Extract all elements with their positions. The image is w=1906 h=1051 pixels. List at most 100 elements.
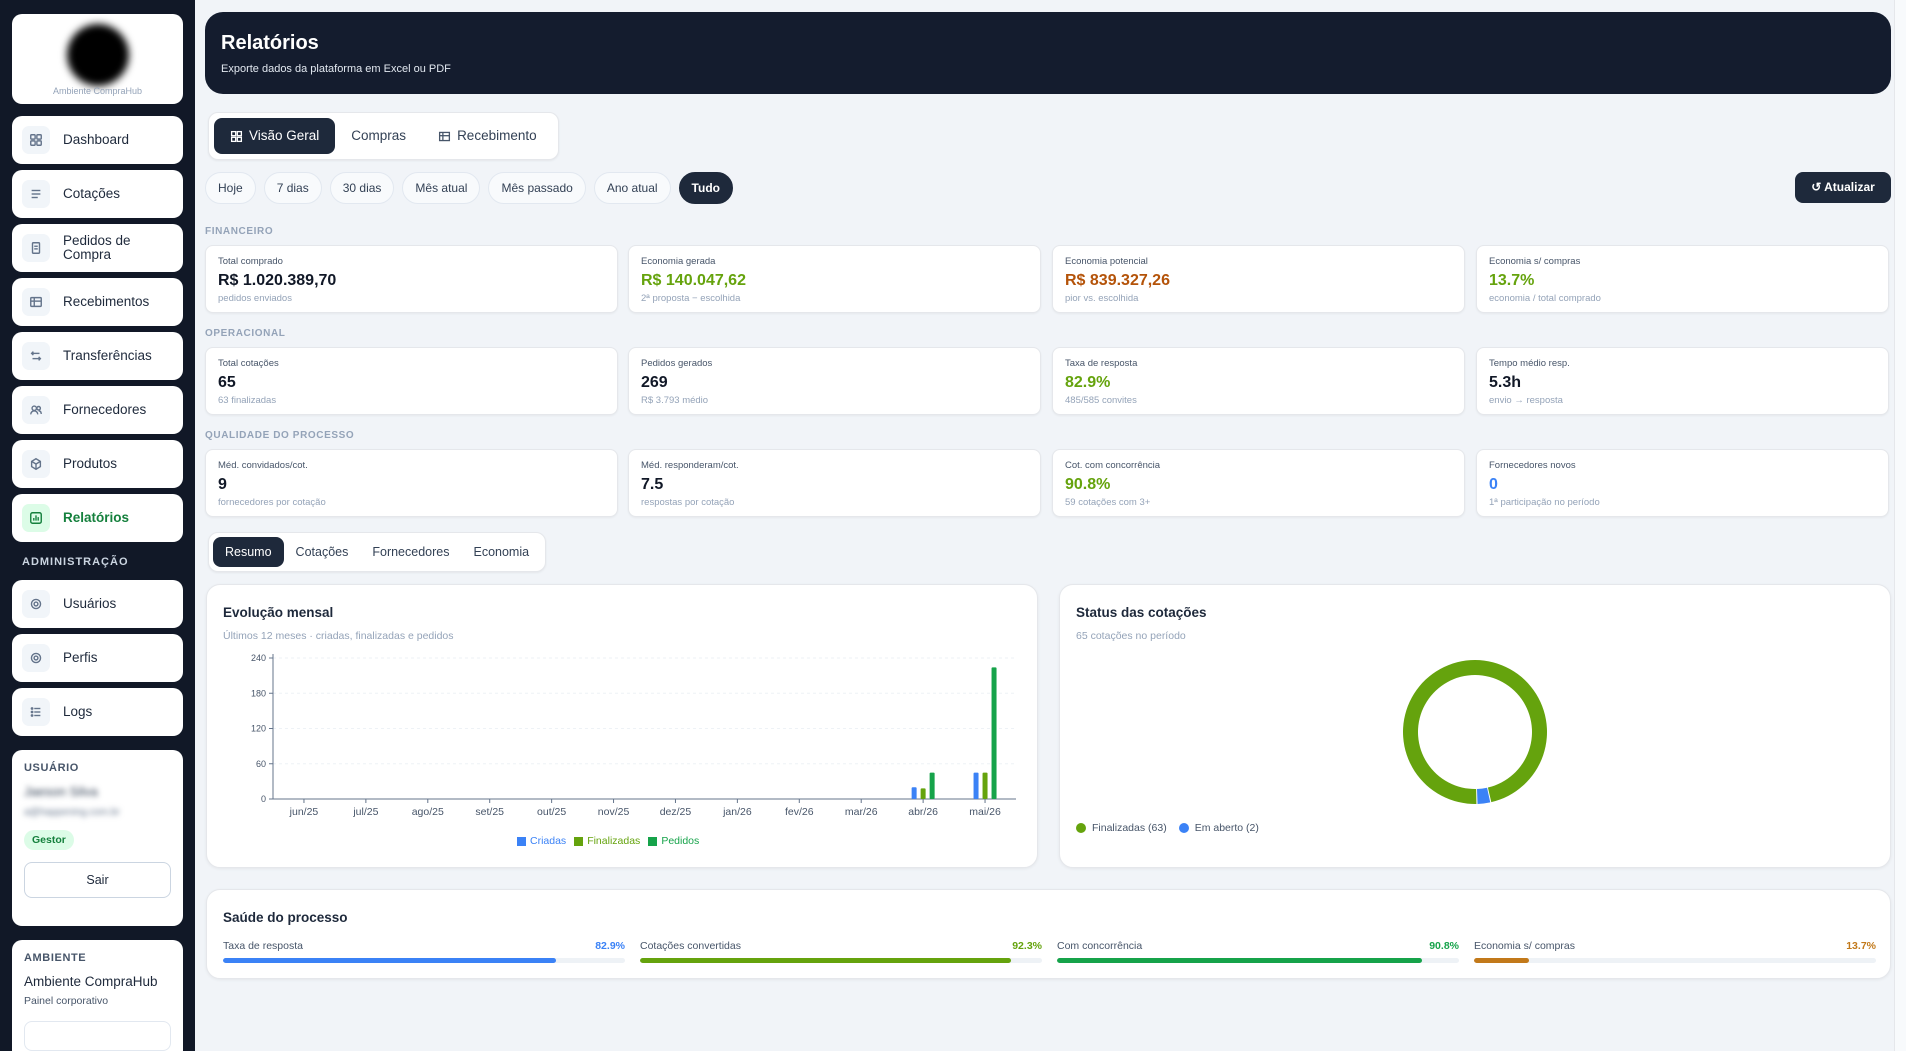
legend-item[interactable]: Criadas bbox=[517, 835, 566, 847]
health-metric: Taxa de resposta 82.9% bbox=[223, 940, 625, 963]
tab-visao-geral[interactable]: Visão Geral bbox=[214, 118, 336, 154]
tab-cotacoes[interactable]: Cotações bbox=[295, 545, 349, 559]
sidebar-item-label: Transferências bbox=[63, 347, 152, 363]
panel-subtitle: 65 cotações no período bbox=[1076, 630, 1186, 642]
kpi-subtext: 63 finalizadas bbox=[218, 395, 277, 406]
legend-item[interactable]: Finalizadas bbox=[574, 835, 640, 847]
sidebar-item-fornecedores[interactable]: Fornecedores bbox=[12, 386, 183, 434]
sidebar-item-label: Relatórios bbox=[63, 509, 130, 525]
health-progress-fill bbox=[1057, 958, 1423, 963]
dashboard-icon bbox=[22, 126, 50, 154]
panel-title: Saúde do processo bbox=[223, 910, 348, 925]
health-label: Cotações convertidas bbox=[640, 940, 741, 952]
sidebar-item-pedidos[interactable]: Pedidos de Compra bbox=[12, 224, 183, 272]
kpi-card: Economia gerada R$ 140.047,62 2ª proposta … bbox=[628, 245, 1041, 313]
tab-fornecedores[interactable]: Fornecedores bbox=[372, 545, 450, 559]
environment-selector[interactable] bbox=[24, 1021, 171, 1051]
sidebar-item-transferencias[interactable]: Transferências bbox=[12, 332, 183, 380]
logout-button[interactable]: Sair bbox=[24, 862, 171, 898]
legend-item[interactable]: Finalizadas (63) bbox=[1076, 822, 1167, 834]
kpi-card: Méd. responderam/cot. 7.5 respostas por co… bbox=[628, 449, 1041, 517]
filter-hoje[interactable]: Hoje bbox=[205, 172, 256, 204]
sidebar-item-perfis[interactable]: Perfis bbox=[12, 634, 183, 682]
kpi-value: 90.8% bbox=[1065, 476, 1111, 493]
tab-economia[interactable]: Economia bbox=[473, 545, 530, 559]
gear-icon bbox=[22, 644, 50, 672]
donut-slice bbox=[1403, 660, 1547, 804]
sidebar-item-relatorios[interactable]: Relatórios bbox=[12, 494, 183, 542]
tab-resumo[interactable]: Resumo bbox=[213, 537, 284, 567]
health-metric: Cotações convertidas 92.3% bbox=[640, 940, 1042, 963]
filter-mes-atual[interactable]: Mês atual bbox=[402, 172, 481, 204]
sidebar-item-label: Usuários bbox=[63, 595, 117, 611]
page-scrollbar[interactable] bbox=[1894, 0, 1906, 1051]
tab-label: Compras bbox=[351, 128, 407, 143]
filter-ano-atual[interactable]: Ano atual bbox=[593, 172, 671, 204]
sidebar: Ambiente CompraHub Dashboard Cotações Pe… bbox=[0, 0, 195, 1051]
kpi-subtext: 2ª proposta − escolhida bbox=[641, 293, 741, 304]
logo-caption: Ambiente CompraHub bbox=[52, 86, 143, 96]
sidebar-item-recebimentos[interactable]: Recebimentos bbox=[12, 278, 183, 326]
transfer-icon bbox=[22, 342, 50, 370]
sidebar-item-logs[interactable]: Logs bbox=[12, 688, 183, 736]
x-tick-label: abr/26 bbox=[908, 806, 938, 818]
filter-30-dias[interactable]: 30 dias bbox=[329, 172, 395, 204]
kpi-label: Pedidos gerados bbox=[641, 358, 713, 369]
main-tabs: Visão Geral Compras Recebimento bbox=[208, 112, 559, 160]
donut-chart-legend: Finalizadas (63) Em aberto (2) bbox=[1076, 822, 1271, 834]
environment-subtitle: Painel corporativo bbox=[24, 995, 109, 1007]
sidebar-item-label: Perfis bbox=[63, 649, 98, 665]
kpi-value: 7.5 bbox=[641, 476, 664, 493]
kpi-subtext: R$ 3.793 médio bbox=[641, 395, 709, 406]
kpi-subtext: envio → resposta bbox=[1489, 395, 1563, 406]
environment-card: AMBIENTE Ambiente CompraHub Painel corpo… bbox=[12, 940, 183, 1051]
health-progress-track bbox=[1057, 958, 1459, 963]
health-percentage: 90.8% bbox=[1429, 940, 1459, 952]
kpi-label: Economia s/ compras bbox=[1489, 256, 1581, 267]
user-email: a@happening.com.br bbox=[24, 807, 120, 818]
health-percentage: 92.3% bbox=[1012, 940, 1042, 952]
kpi-card: Fornecedores novos 0 1ª participação no pe… bbox=[1476, 449, 1889, 517]
health-progress-fill bbox=[640, 958, 1012, 963]
health-metric: Economia s/ compras 13.7% bbox=[1474, 940, 1876, 963]
users-icon bbox=[22, 396, 50, 424]
report-tabs: Resumo Cotações Fornecedores Economia bbox=[208, 532, 547, 572]
x-tick-label: mar/26 bbox=[845, 806, 878, 818]
kpi-value: R$ 1.020.389,70 bbox=[218, 272, 337, 289]
refresh-button[interactable]: ↺ Atualizar bbox=[1795, 172, 1891, 203]
kpi-subtext: respostas por cotação bbox=[641, 497, 735, 508]
tab-compras[interactable]: Compras bbox=[335, 118, 422, 154]
page-title: Relatórios bbox=[221, 32, 319, 54]
kpi-value: 13.7% bbox=[1489, 272, 1535, 289]
health-progress-fill bbox=[1474, 958, 1530, 963]
kpi-card: Méd. convidados/cot. 9 fornecedores por co… bbox=[205, 449, 618, 517]
company-logo bbox=[66, 24, 129, 86]
kpi-card: Tempo médio resp. 5.3h envio → resposta bbox=[1476, 347, 1889, 415]
filter-mes-passado[interactable]: Mês passado bbox=[488, 172, 586, 204]
legend-label: Em aberto (2) bbox=[1194, 822, 1259, 834]
group-label-financeiro: FINANCEIRO bbox=[205, 226, 274, 237]
sidebar-item-usuarios[interactable]: Usuários bbox=[12, 580, 183, 628]
x-tick-label: mai/26 bbox=[969, 806, 1001, 818]
kpi-subtext: 485/585 convites bbox=[1065, 395, 1137, 406]
sidebar-item-produtos[interactable]: Produtos bbox=[12, 440, 183, 488]
environment-caption: AMBIENTE bbox=[24, 952, 87, 964]
filter-tudo[interactable]: Tudo bbox=[678, 172, 733, 204]
bar-chart-legend: Criadas Finalizadas Pedidos bbox=[517, 835, 707, 847]
legend-swatch bbox=[517, 836, 526, 846]
legend-item[interactable]: Pedidos bbox=[648, 835, 699, 847]
health-percentage: 13.7% bbox=[1846, 940, 1876, 952]
y-tick-label: 180 bbox=[251, 688, 266, 698]
legend-item[interactable]: Em aberto (2) bbox=[1178, 822, 1259, 834]
bar-pedidos bbox=[929, 772, 935, 799]
kpi-label: Total comprado bbox=[218, 256, 283, 267]
kpi-label: Total cotações bbox=[218, 358, 279, 369]
sidebar-item-dashboard[interactable]: Dashboard bbox=[12, 116, 183, 164]
sidebar-item-label: Produtos bbox=[63, 455, 118, 471]
quote-status-panel: Status das cotações 65 cotações no perío… bbox=[1059, 584, 1891, 868]
role-badge: Gestor bbox=[24, 830, 74, 850]
filter-7-dias[interactable]: 7 dias bbox=[263, 172, 322, 204]
sidebar-item-cotacoes[interactable]: Cotações bbox=[12, 170, 183, 218]
donut-slice bbox=[1476, 787, 1491, 804]
tab-recebimento[interactable]: Recebimento bbox=[422, 118, 553, 154]
